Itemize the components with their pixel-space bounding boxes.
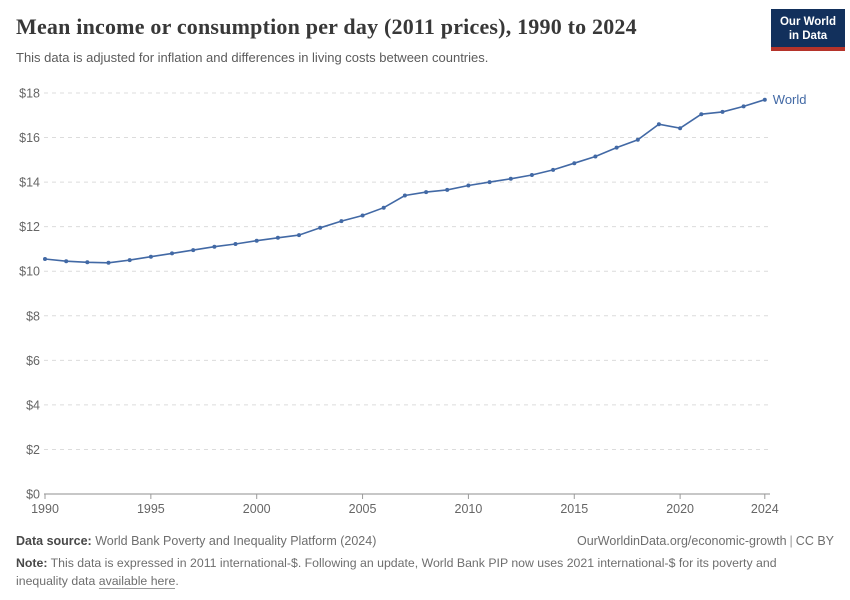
- data-point[interactable]: [741, 104, 746, 109]
- owid-url: OurWorldinData.org/economic-growth: [576, 534, 787, 548]
- y-tick-label: $4: [26, 398, 40, 412]
- data-point[interactable]: [64, 259, 69, 264]
- data-point[interactable]: [127, 258, 132, 263]
- data-point[interactable]: [614, 145, 619, 150]
- data-point[interactable]: [254, 238, 259, 243]
- x-tick-label: 1995: [137, 502, 165, 516]
- page-subtitle: This data is adjusted for inflation and …: [16, 50, 489, 65]
- x-tick-label: 1990: [31, 502, 59, 516]
- data-point[interactable]: [551, 167, 556, 172]
- y-tick-label: $6: [26, 354, 40, 368]
- x-tick-label: 2005: [349, 502, 377, 516]
- license-label: CC BY: [795, 534, 834, 548]
- data-source: Data source: World Bank Poverty and Ineq…: [16, 532, 376, 550]
- x-tick-label: 2000: [243, 502, 271, 516]
- data-point[interactable]: [381, 205, 386, 210]
- data-point[interactable]: [318, 225, 323, 230]
- data-point[interactable]: [508, 176, 513, 181]
- note-text: This data is expressed in 2011 internati…: [16, 556, 777, 588]
- y-tick-label: $12: [19, 220, 40, 234]
- data-point[interactable]: [635, 137, 640, 142]
- data-source-value: World Bank Poverty and Inequality Platfo…: [91, 534, 377, 548]
- data-point[interactable]: [170, 251, 174, 256]
- chart-footer: Data source: World Bank Poverty and Ineq…: [16, 532, 834, 591]
- available-here-link[interactable]: available here: [98, 573, 176, 589]
- source-line: Data source: World Bank Poverty and Ineq…: [16, 532, 834, 550]
- data-point[interactable]: [402, 193, 407, 198]
- y-tick-label: $16: [19, 131, 40, 145]
- data-point[interactable]: [720, 109, 725, 114]
- y-tick-label: $18: [19, 87, 40, 101]
- data-point[interactable]: [656, 122, 661, 127]
- data-point[interactable]: [297, 233, 301, 238]
- y-tick-label: $2: [26, 443, 40, 457]
- note-suffix: .: [175, 573, 179, 588]
- owid-logo-text-line1: Our World: [779, 16, 836, 28]
- x-tick-label: 2024: [751, 502, 779, 516]
- y-tick-label: $14: [19, 176, 40, 190]
- data-point[interactable]: [339, 219, 344, 224]
- data-point[interactable]: [85, 260, 90, 265]
- data-point[interactable]: [148, 254, 153, 259]
- data-point[interactable]: [699, 112, 704, 117]
- x-tick-label: 2015: [560, 502, 588, 516]
- data-point[interactable]: [529, 173, 534, 177]
- page-title: Mean income or consumption per day (2011…: [16, 14, 637, 39]
- data-point[interactable]: [360, 213, 365, 218]
- data-point[interactable]: [191, 248, 196, 253]
- note-line: Note: This data is expressed in 2011 int…: [16, 555, 824, 591]
- data-point[interactable]: [43, 257, 47, 261]
- data-point[interactable]: [106, 260, 111, 265]
- x-tick-label: 2020: [666, 502, 694, 516]
- data-point[interactable]: [445, 187, 450, 192]
- data-point[interactable]: [762, 97, 767, 102]
- y-tick-label: $8: [26, 309, 40, 323]
- data-point[interactable]: [487, 180, 492, 185]
- owid-logo-text-line2: in Data: [788, 29, 828, 42]
- data-point[interactable]: [275, 235, 280, 240]
- data-point[interactable]: [572, 161, 577, 166]
- attribution-separator: |: [789, 534, 793, 548]
- y-tick-label: $10: [19, 265, 40, 279]
- attribution: OurWorldinData.org/economic-growth | CC BY: [577, 532, 834, 550]
- data-point[interactable]: [233, 242, 238, 246]
- data-point[interactable]: [593, 154, 598, 159]
- data-point[interactable]: [212, 244, 217, 249]
- owid-logo[interactable]: Our World in Data: [771, 9, 845, 51]
- series-end-label: World: [773, 92, 807, 107]
- note-label: Note:: [16, 556, 48, 571]
- y-tick-label: $0: [26, 488, 40, 502]
- data-point[interactable]: [424, 190, 429, 195]
- data-point[interactable]: [678, 126, 683, 131]
- data-source-label: Data source:: [16, 534, 92, 548]
- line-chart[interactable]: $0 $2 $4 $6 $8 $10 $12 $14 $16 $18 1990 1995 2000 200…: [0, 80, 850, 530]
- trend-line[interactable]: [44, 98, 766, 264]
- x-tick-label: 2010: [455, 502, 483, 516]
- data-point[interactable]: [466, 183, 471, 188]
